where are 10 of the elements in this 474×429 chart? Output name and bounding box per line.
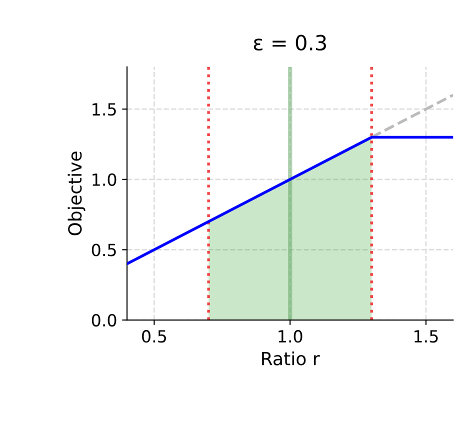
y-axis-title: Objective — [68, 152, 86, 236]
y-tick-label: 0.5 — [92, 244, 116, 256]
x-tick-label: 1.5 — [414, 330, 438, 343]
y-tick-label: 1.5 — [92, 103, 116, 116]
y-tick-label: 0.0 — [92, 314, 116, 327]
chart-title: ε = 0.3 — [254, 34, 326, 51]
x-tick-label: 1.0 — [278, 330, 302, 343]
y-tick-label: 1.0 — [92, 173, 116, 186]
x-axis-title: Ratio r — [262, 351, 320, 366]
x-tick-label: 0.5 — [142, 330, 166, 343]
